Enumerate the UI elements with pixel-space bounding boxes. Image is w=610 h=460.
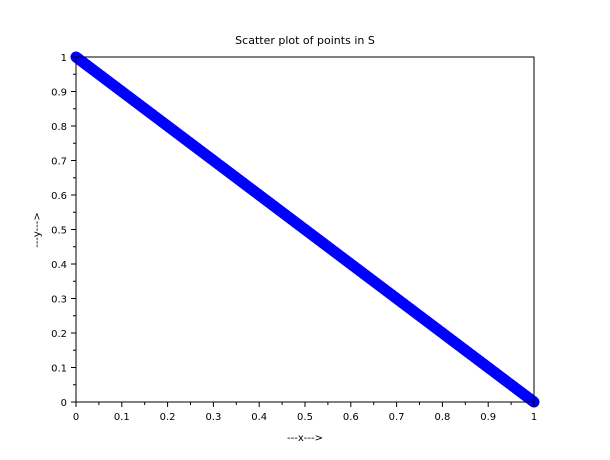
series-0 [70, 51, 540, 408]
axes: 0 0.1 0.2 0.3 0.4 0.5 0.6 0.7 0.8 0.9 1 0 0.1 0.2 0.3 0… [51, 53, 537, 423]
x-tick-label: 1 [531, 412, 537, 423]
y-tick-label: 0.4 [51, 260, 67, 271]
x-tick-label: 0.7 [389, 412, 405, 423]
plot-marks [70, 51, 540, 408]
x-tick-label: 0.6 [343, 412, 359, 423]
x-tick-label: 0.3 [205, 412, 221, 423]
y-tick-label: 0.3 [51, 295, 67, 306]
y-tick-label: 0.5 [51, 226, 67, 237]
y-tick-label: 0.1 [51, 364, 67, 375]
y-tick-label: 0.7 [51, 157, 67, 168]
x-tick-label: 0.8 [434, 412, 450, 423]
x-tick-label: 0.9 [480, 412, 496, 423]
x-tick-label: 0.4 [251, 412, 267, 423]
y-tick-label: 0 [61, 398, 67, 409]
chart-title: Scatter plot of points in S [235, 34, 375, 47]
x-axis-label: ---x---> [287, 433, 323, 444]
x-tick-label: 0.5 [297, 412, 313, 423]
y-tick-label: 0.8 [51, 122, 67, 133]
y-tick-label: 0.6 [51, 191, 67, 202]
x-tick-label: 0.2 [160, 412, 176, 423]
y-tick-label: 1 [61, 53, 67, 64]
x-tick-label: 0 [73, 412, 79, 423]
x-tick-label: 0.1 [114, 412, 130, 423]
y-tick-label: 0.9 [51, 88, 67, 99]
y-axis-label: ---y---> [32, 212, 43, 248]
y-tick-label: 0.2 [51, 329, 67, 340]
